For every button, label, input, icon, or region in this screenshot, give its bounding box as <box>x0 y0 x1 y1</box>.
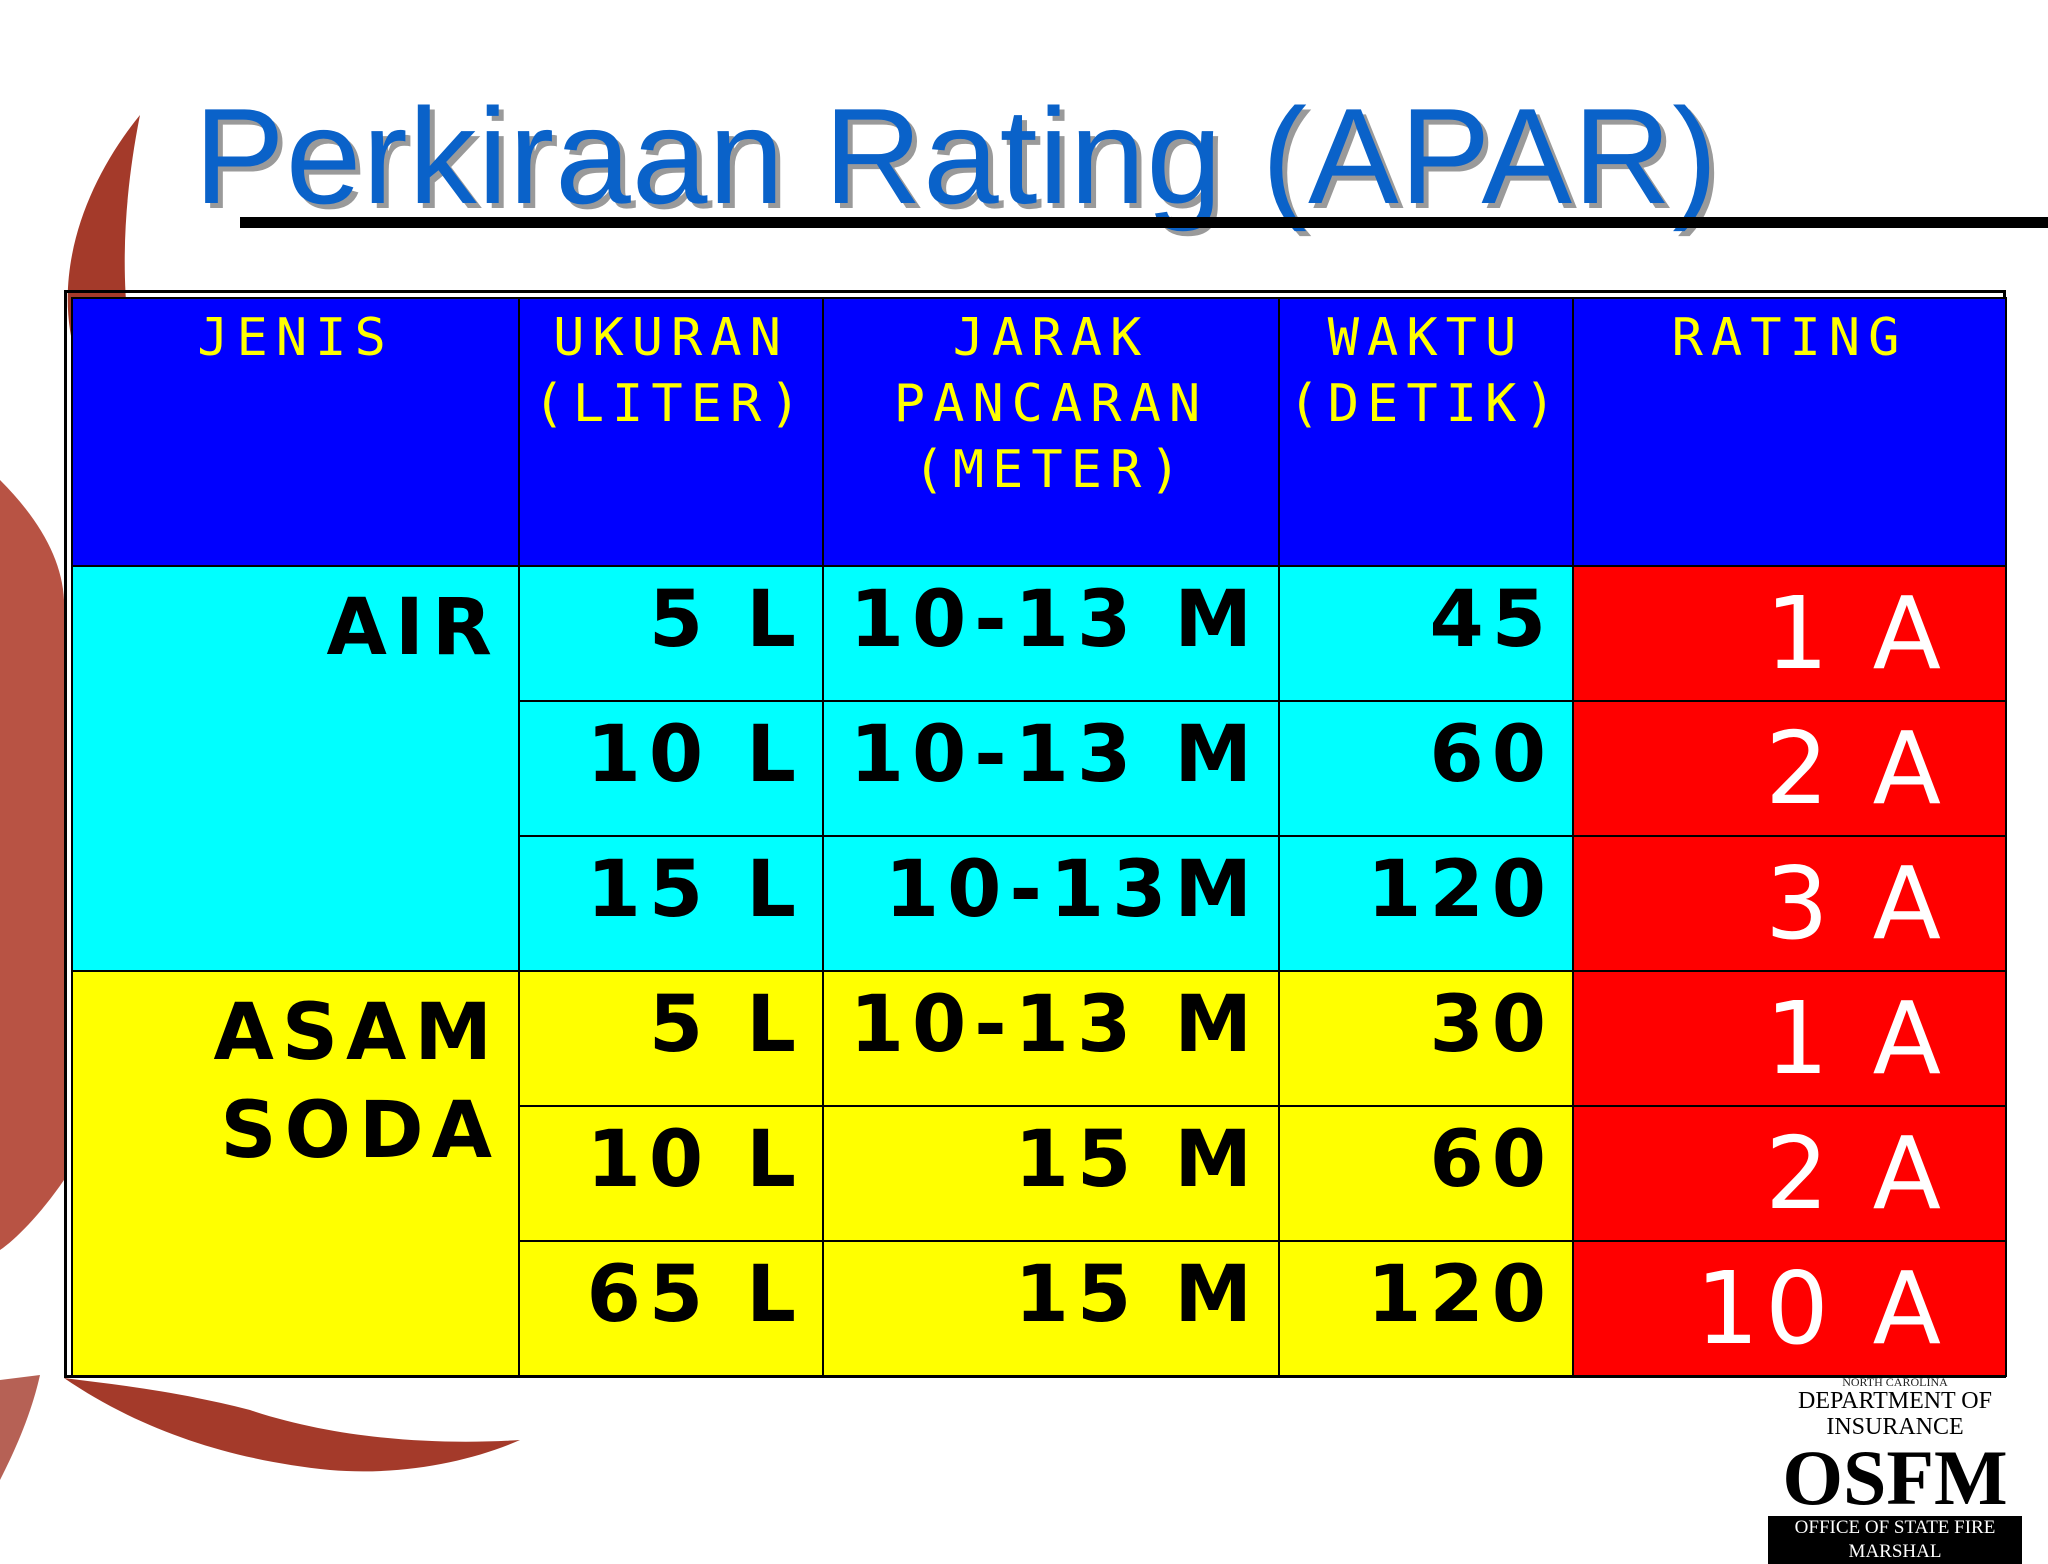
table-row: 10 L 15 M 60 2 A <box>72 1105 2007 1242</box>
rating-table-frame: JENIS UKURAN (LITER) JARAK PANCARAN (MET… <box>64 290 2007 1378</box>
rating-cell: 2 A <box>1572 700 2007 837</box>
type-cell-air: AIR <box>71 565 520 972</box>
jarak-cell: 10-13 M <box>822 565 1280 702</box>
waktu-cell: 120 <box>1278 835 1574 972</box>
rating-cell: 1 A <box>1572 565 2007 702</box>
ukuran-cell: 15 L <box>518 835 824 972</box>
rating-cell: 2 A <box>1572 1105 2007 1242</box>
waktu-cell: 45 <box>1278 565 1574 702</box>
title-underline <box>240 217 2048 228</box>
ukuran-cell: 5 L <box>518 970 824 1107</box>
jarak-cell: 10-13 M <box>822 700 1280 837</box>
waktu-cell: 120 <box>1278 1240 1574 1377</box>
rating-cell: 1 A <box>1572 970 2007 1107</box>
header-jenis: JENIS <box>71 297 520 567</box>
rating-cell: 3 A <box>1572 835 2007 972</box>
type-cell-asam-soda: ASAM SODA <box>71 970 520 1377</box>
rating-cell: 10 A <box>1572 1240 2007 1377</box>
table-row: 10 L 10-13 M 60 2 A <box>72 700 2007 837</box>
header-ukuran: UKURAN (LITER) <box>518 297 824 567</box>
rating-table: JENIS UKURAN (LITER) JARAK PANCARAN (MET… <box>71 297 2007 1377</box>
jarak-cell: 15 M <box>822 1240 1280 1377</box>
ukuran-cell: 65 L <box>518 1240 824 1377</box>
logo-department-text: DEPARTMENT OF INSURANCE <box>1798 1388 1992 1440</box>
waktu-cell: 30 <box>1278 970 1574 1107</box>
ukuran-cell: 10 L <box>518 1105 824 1242</box>
osfm-logo: NORTH CAROLINA DEPARTMENT OF INSURANCE O… <box>1764 1375 2026 1564</box>
slide-title: Perkiraan Rating (APAR) <box>194 80 1719 232</box>
jarak-cell: 10-13M <box>822 835 1280 972</box>
header-jarak: JARAK PANCARAN (METER) <box>822 297 1280 567</box>
logo-state-text: NORTH CAROLINA <box>1842 1375 1948 1389</box>
header-row: JENIS UKURAN (LITER) JARAK PANCARAN (MET… <box>71 297 2007 567</box>
table-row: AIR 5 L 10-13 M 45 1 A <box>71 565 2007 972</box>
ukuran-cell: 5 L <box>518 565 824 702</box>
table-row: 65 L 15 M 120 10 A <box>72 1240 2007 1377</box>
table-row: 15 L 10-13M 120 3 A <box>72 835 2007 972</box>
waktu-cell: 60 <box>1278 1105 1574 1242</box>
header-rating: RATING <box>1572 297 2007 567</box>
waktu-cell: 60 <box>1278 700 1574 837</box>
table-row: ASAM SODA 5 L 10-13 M 30 1 A <box>71 970 2007 1377</box>
ukuran-cell: 10 L <box>518 700 824 837</box>
jarak-cell: 10-13 M <box>822 970 1280 1107</box>
jarak-cell: 15 M <box>822 1105 1280 1242</box>
header-waktu: WAKTU (DETIK) <box>1278 297 1574 567</box>
logo-osfm-text: OSFM <box>1782 1434 2008 1521</box>
logo-office-text: OFFICE OF STATE FIRE MARSHAL <box>1768 1516 2022 1564</box>
